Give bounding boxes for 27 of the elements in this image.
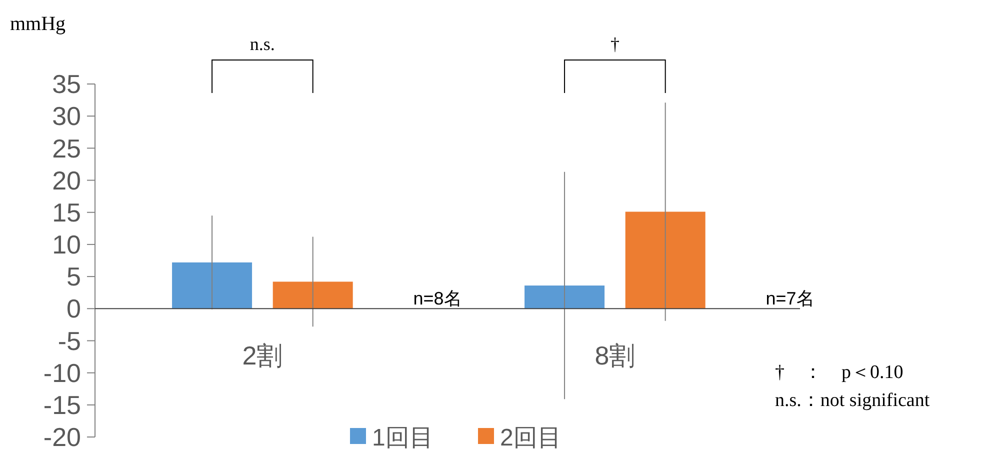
annotation: † ： p＜0.10	[775, 362, 904, 383]
y-tick-label: 25	[52, 133, 81, 164]
annotation: n.s.：not significant	[775, 390, 930, 411]
y-tick-label: 15	[52, 197, 81, 228]
text: †	[610, 34, 620, 54]
y-tick-label: 30	[52, 101, 81, 132]
y-axis-title: mmHg	[10, 13, 66, 35]
legend-label: 1回目	[372, 424, 434, 452]
bar	[172, 262, 252, 309]
y-tick-label: -5	[58, 326, 81, 356]
x-tick-label: 2割	[242, 340, 283, 371]
y-tick-label: -10	[43, 358, 81, 388]
x-tick-label: 8割	[594, 340, 636, 371]
bar	[272, 282, 353, 309]
bar	[625, 212, 706, 309]
y-tick-label: 35	[52, 69, 81, 100]
y-tick-label: 10	[52, 230, 81, 260]
legend-label: 2回目	[500, 424, 562, 452]
annotation: n=7名	[766, 288, 814, 309]
y-tick-label: -15	[43, 390, 81, 420]
y-tick-label: 20	[52, 165, 81, 196]
bar	[524, 286, 605, 309]
y-tick-label: 0	[66, 294, 81, 324]
text: n.s.	[250, 34, 275, 54]
y-tick-label: 5	[66, 262, 81, 292]
annotation: n=8名	[413, 288, 462, 309]
y-tick-label: -20	[43, 422, 81, 452]
